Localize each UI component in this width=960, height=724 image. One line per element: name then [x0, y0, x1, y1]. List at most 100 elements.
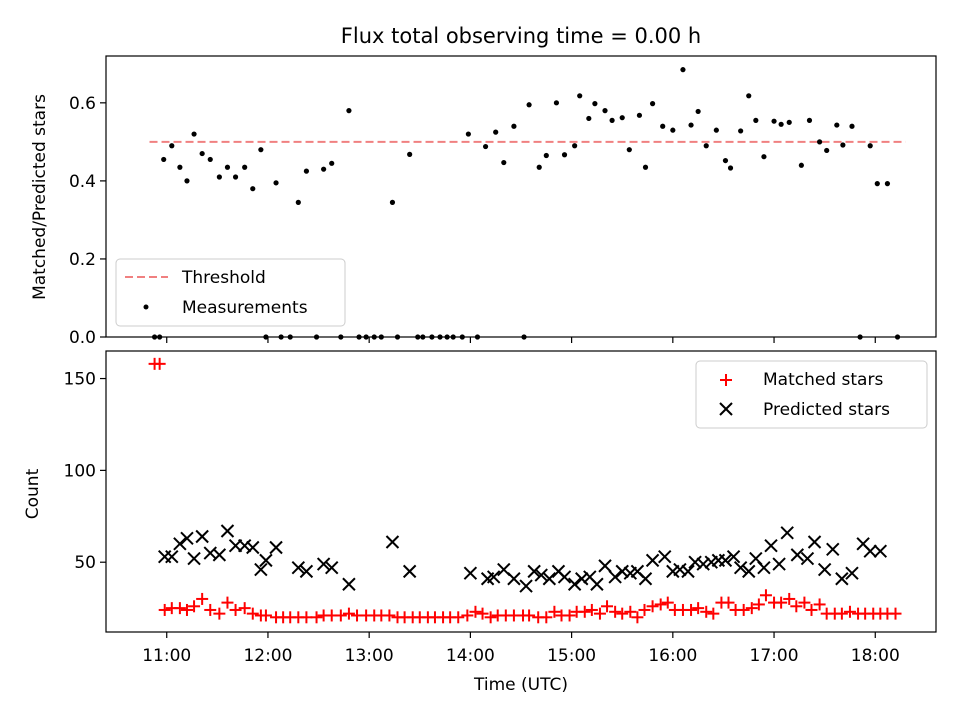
matched-star-point: [745, 602, 758, 615]
predicted-star-point: [212, 548, 227, 562]
predicted-star-stroke: [385, 535, 400, 549]
matched-star-point: [229, 603, 242, 616]
predicted-star-point: [598, 559, 612, 573]
predicted-star-stroke: [220, 524, 235, 538]
measurement-point: [216, 174, 222, 180]
predicted-star-stroke: [212, 548, 227, 562]
matched-star-point: [783, 592, 796, 605]
matched-star-point: [173, 602, 186, 615]
predicted-star-point: [180, 531, 194, 546]
top-y-axis-label: Matched/Predicted stars: [30, 94, 50, 300]
predicted-star-point: [269, 540, 283, 555]
top-plot-frame: [105, 55, 937, 338]
measurement-point: [636, 112, 643, 118]
measurement-point: [680, 67, 686, 73]
predicted-star-stroke: [780, 526, 794, 540]
measurement-point: [602, 108, 608, 114]
top-y-axis: 0.0 0.2 0.4 0.6: [69, 94, 106, 348]
measurement-point: [572, 143, 578, 149]
measurement-point: [642, 164, 649, 170]
matched-star-point: [707, 607, 720, 620]
matched-star-point: [180, 603, 193, 616]
predicted-star-stroke: [542, 572, 557, 586]
matched-star-point: [188, 600, 201, 613]
matched-star-point: [638, 603, 651, 616]
predicted-star-point: [835, 572, 849, 586]
predicted-star-point: [845, 566, 859, 580]
predicted-legend-label: Predicted stars: [763, 400, 890, 420]
predicted-star-point: [173, 537, 187, 551]
threshold-legend-label: Threshold: [181, 268, 266, 288]
measurement-point: [619, 115, 625, 121]
matched-star-point: [646, 600, 659, 613]
measurement-point: [626, 147, 632, 153]
predicted-star-point: [718, 553, 733, 568]
predicted-star-stroke: [696, 557, 710, 571]
predicted-star-stroke: [638, 572, 653, 586]
predicted-star-stroke: [757, 561, 771, 575]
measurement-point: [536, 164, 542, 170]
measurement-point: [722, 157, 729, 164]
bottom-legend-box: [695, 360, 928, 429]
measurement-point: [849, 123, 855, 129]
predicted-star-point: [299, 564, 314, 579]
matched-star-point: [548, 605, 561, 618]
predicted-star-point: [826, 542, 840, 557]
predicted-star-stroke: [291, 561, 306, 575]
predicted-star-stroke: [681, 564, 695, 579]
matched-star-point: [310, 611, 323, 624]
matched-star-point: [300, 611, 313, 624]
predicted-star-point: [638, 572, 653, 586]
predicted-star-stroke: [497, 562, 511, 577]
predicted-star-point: [385, 535, 400, 549]
measurement-point: [465, 131, 471, 137]
matched-star-point: [540, 611, 553, 624]
matched-star-point: [835, 607, 848, 620]
matched-star-point: [798, 596, 811, 609]
predicted-star-stroke: [873, 544, 888, 558]
measurement-point: [778, 121, 784, 127]
matched-star-point: [238, 602, 251, 615]
predicted-star-stroke: [673, 562, 687, 577]
bottom-y-tick-label: 100: [64, 461, 96, 481]
matched-star-point: [737, 603, 750, 616]
measurement-point: [199, 150, 205, 157]
matched-star-point: [221, 596, 234, 609]
matched-star-point: [624, 605, 637, 618]
predicted-star-point: [673, 562, 687, 577]
predicted-star-point: [742, 564, 756, 579]
measurement-point: [258, 147, 264, 153]
predicted-star-stroke: [817, 562, 832, 577]
matched-star-point: [523, 609, 536, 622]
predicted-star-point: [790, 548, 805, 562]
measurement-point: [713, 127, 719, 133]
bottom-x-tick-label: 14:00: [446, 646, 495, 666]
predicted-star-point: [757, 561, 771, 575]
predicted-star-point: [645, 553, 660, 568]
predicted-star-stroke: [507, 572, 521, 586]
predicted-star-point: [726, 549, 741, 564]
measurement-point: [321, 166, 327, 172]
measurement-point: [543, 152, 549, 159]
predicted-star-point: [696, 557, 710, 571]
predicted-star-stroke: [237, 538, 252, 553]
predicted-star-point: [246, 540, 260, 555]
measurement-point: [526, 102, 532, 108]
matched-star-point: [383, 609, 396, 622]
predicted-star-point: [463, 566, 478, 580]
predicted-star-stroke: [173, 537, 187, 551]
top-y-tick-label: 0.2: [69, 250, 96, 270]
measurement-point: [161, 156, 167, 163]
matched-star-point: [246, 607, 259, 620]
measurement-point: [242, 164, 248, 170]
predicted-star-point: [873, 544, 888, 558]
measurement-point: [493, 129, 499, 135]
matched-star-point: [593, 607, 606, 620]
measurement-point: [727, 165, 734, 171]
predicted-star-point: [807, 535, 822, 549]
matched-star-point: [196, 592, 209, 605]
predicted-star-point: [800, 551, 815, 566]
matched-legend-swatch: [720, 374, 732, 386]
